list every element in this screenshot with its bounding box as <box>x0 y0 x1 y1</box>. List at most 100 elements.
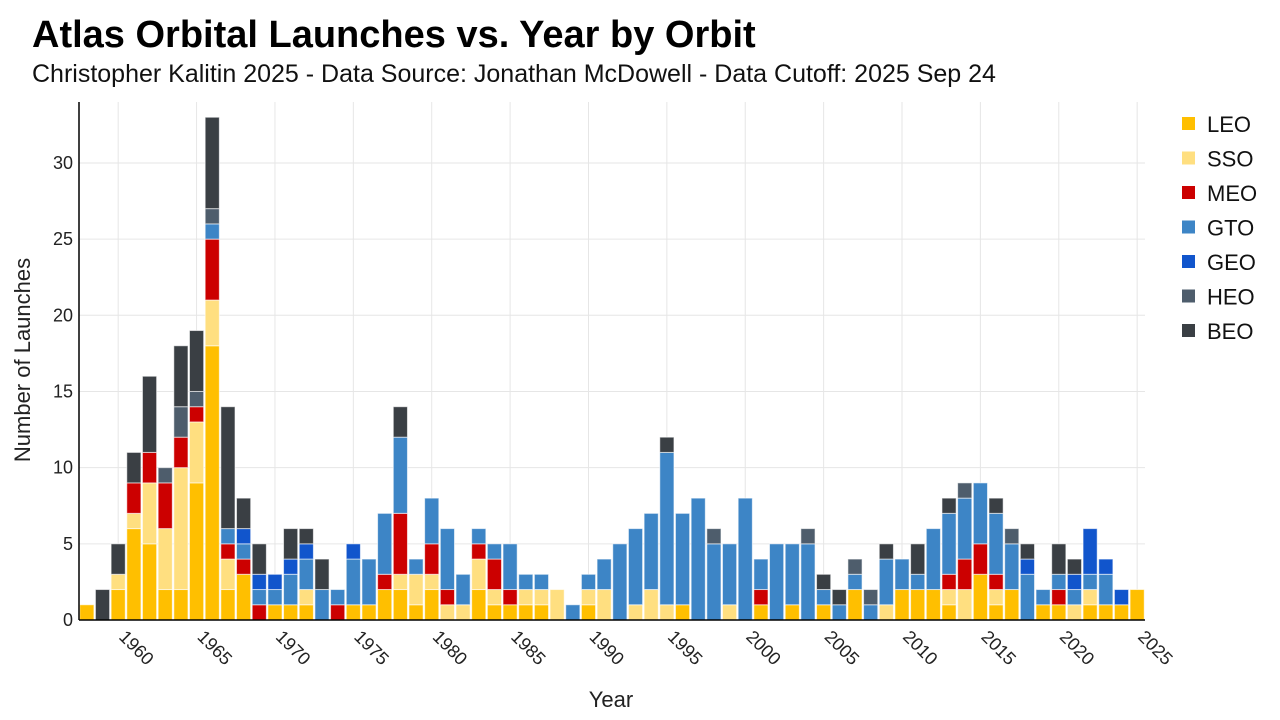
bar-heo-2014 <box>957 482 973 499</box>
bar-beo-2005 <box>816 573 832 591</box>
bar-meo-1980 <box>424 543 440 575</box>
bar-sso-2013 <box>941 589 957 606</box>
bar-meo-2015 <box>972 543 988 575</box>
bar-geo-1968 <box>236 528 252 545</box>
bar-leo-1963 <box>157 589 173 621</box>
bar-sso-2021 <box>1066 604 1083 621</box>
bar-gto-2011 <box>910 573 926 591</box>
bar-sso-1986 <box>518 589 534 606</box>
bar-gto-1969 <box>251 589 267 606</box>
bar-leo-2020 <box>1051 604 1067 621</box>
bar-beo-1960 <box>110 543 126 575</box>
bar-gto-1981 <box>439 528 455 591</box>
bar-sso-1965 <box>188 421 205 484</box>
bar-leo-2005 <box>816 604 832 621</box>
bar-sso-1962 <box>141 482 158 545</box>
y-tick-label: 25 <box>53 229 73 249</box>
bar-beo-2020 <box>1051 543 1067 575</box>
bar-beo-1971 <box>283 528 299 560</box>
bar-gto-1996 <box>674 512 691 606</box>
bar-gto-1991 <box>596 558 612 591</box>
bar-gto-2003 <box>784 543 800 606</box>
y-tick-label: 15 <box>53 381 73 401</box>
bar-sso-1963 <box>157 528 173 591</box>
bar-meo-1965 <box>188 406 205 423</box>
bar-leo-2019 <box>1035 604 1051 621</box>
bar-sso-1979 <box>408 573 424 606</box>
x-tick-label: 2020 <box>1056 627 1098 669</box>
x-tick-label: 2000 <box>742 627 784 669</box>
bar-gto-1987 <box>533 573 550 591</box>
bar-meo-2014 <box>957 558 973 591</box>
bar-leo-1968 <box>236 573 252 621</box>
bar-gto-2022 <box>1082 573 1098 591</box>
bar-meo-2016 <box>988 573 1004 591</box>
bar-meo-2013 <box>941 573 957 591</box>
bar-beo-2018 <box>1019 543 1036 560</box>
bars <box>79 116 1145 621</box>
bar-geo-1969 <box>251 573 267 591</box>
bar-heo-1966 <box>204 208 220 225</box>
bar-beo-1978 <box>392 406 408 438</box>
bar-gto-1997 <box>690 497 706 621</box>
bar-geo-1970 <box>267 573 283 591</box>
bar-meo-1967 <box>220 543 236 560</box>
y-tick-label: 30 <box>53 153 73 173</box>
bar-gto-2004 <box>800 543 816 621</box>
legend-label-beo: BEO <box>1207 319 1253 344</box>
bar-leo-1986 <box>518 604 534 621</box>
bar-beo-2013 <box>941 497 957 514</box>
bar-geo-2021 <box>1066 573 1083 591</box>
bar-gto-1980 <box>424 497 440 545</box>
x-tick-label: 1965 <box>194 627 236 669</box>
legend-label-sso: SSO <box>1207 147 1253 172</box>
bar-gto-2010 <box>894 558 910 591</box>
bar-sso-1960 <box>110 573 126 591</box>
legend-swatch-leo <box>1182 117 1195 130</box>
bar-beo-1959 <box>94 589 111 621</box>
chart-title: Atlas Orbital Launches vs. Year by Orbit <box>32 14 756 56</box>
bar-gto-2017 <box>1004 543 1020 591</box>
legend: LEO SSO MEO GTO GEO HEO BEO <box>1182 112 1257 344</box>
bar-gto-2015 <box>972 482 988 545</box>
bar-leo-1975 <box>345 604 361 621</box>
legend-label-geo: GEO <box>1207 250 1256 275</box>
bar-beo-1973 <box>314 558 330 591</box>
bar-leo-2001 <box>753 604 769 621</box>
bar-leo-1966 <box>204 345 220 621</box>
bar-heo-2004 <box>800 528 816 545</box>
bar-sso-1964 <box>173 467 189 591</box>
bar-leo-1996 <box>674 604 691 621</box>
x-tick-label: 1990 <box>585 627 627 669</box>
y-tick-label: 20 <box>53 305 73 325</box>
bar-leo-2012 <box>925 589 941 621</box>
bar-gto-2009 <box>878 558 894 606</box>
bar-meo-1964 <box>173 436 189 469</box>
bar-leo-2017 <box>1004 589 1020 621</box>
bar-sso-1967 <box>220 558 236 591</box>
bar-gto-2023 <box>1098 573 1114 606</box>
bar-meo-1969 <box>251 604 267 621</box>
legend-label-gto: GTO <box>1207 216 1254 241</box>
bar-leo-2010 <box>894 589 910 621</box>
bar-gto-1993 <box>627 528 644 606</box>
bar-leo-1983 <box>471 589 487 621</box>
legend-label-heo: HEO <box>1207 285 1255 310</box>
bar-gto-1976 <box>361 558 377 606</box>
bar-heo-2008 <box>863 589 879 606</box>
bar-sso-1981 <box>439 604 455 621</box>
bar-leo-1979 <box>408 604 424 621</box>
bar-gto-1995 <box>659 451 675 606</box>
bar-beo-1964 <box>173 345 189 408</box>
bar-meo-1968 <box>236 558 252 575</box>
bar-leo-2025 <box>1129 589 1145 621</box>
x-tick-label: 1975 <box>350 627 392 669</box>
bar-sso-1990 <box>580 589 597 606</box>
bar-beo-1969 <box>251 543 267 575</box>
bar-beo-1965 <box>188 330 205 392</box>
x-tick-label: 1980 <box>429 627 471 669</box>
x-tick-label: 1970 <box>272 627 314 669</box>
bar-gto-1985 <box>502 543 518 591</box>
bar-gto-1977 <box>377 512 393 575</box>
